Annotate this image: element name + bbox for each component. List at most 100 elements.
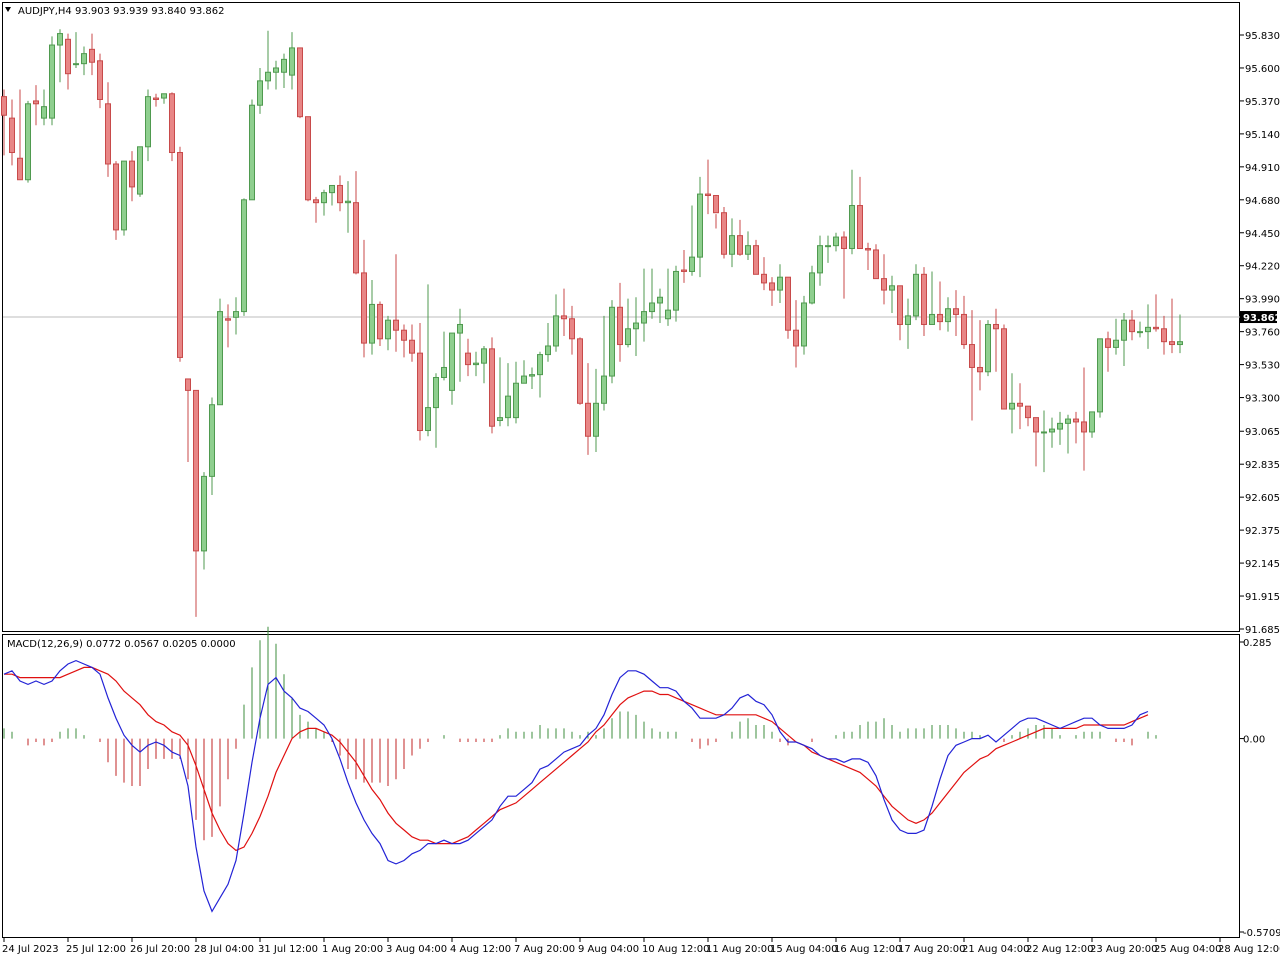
candle-body <box>833 236 839 247</box>
candle-body <box>593 402 599 437</box>
candle-body <box>81 53 87 65</box>
macd-tick-label: 0.00 <box>1243 735 1265 746</box>
price-tick-label: 93.065 <box>1245 427 1280 438</box>
candle-body <box>569 318 575 340</box>
candle-body <box>977 366 983 373</box>
candle-body <box>505 395 511 419</box>
candle-body <box>841 236 847 250</box>
candle-body <box>945 308 951 323</box>
candle-body <box>521 375 527 384</box>
time-tick-label: 17 Aug 20:00 <box>898 944 965 955</box>
candle-body <box>121 160 127 231</box>
macd-panel-frame <box>2 634 1240 938</box>
candle-body <box>1041 431 1047 434</box>
candle-body <box>1161 328 1167 343</box>
signal-line <box>4 666 1149 852</box>
candlestick-series <box>1 29 1183 617</box>
candle-body <box>489 348 495 427</box>
price-tick-label: 92.835 <box>1245 460 1280 471</box>
price-tick-label: 93.530 <box>1245 361 1280 372</box>
candle-body <box>441 366 447 378</box>
price-tick-label: 94.220 <box>1245 262 1280 273</box>
candle-body <box>793 329 799 347</box>
candle-body <box>105 103 111 165</box>
candle-body <box>881 278 887 291</box>
candle-body <box>769 282 775 291</box>
candle-body <box>929 313 935 325</box>
price-tick-label: 95.600 <box>1245 64 1280 75</box>
candle-body <box>745 245 751 255</box>
candle-body <box>481 348 487 364</box>
candle-body <box>1121 319 1127 341</box>
candle-body <box>697 193 703 258</box>
candle-body <box>785 276 791 331</box>
candle-body <box>1073 418 1079 423</box>
candle-body <box>1177 341 1183 346</box>
candle-body <box>33 100 39 105</box>
candle-body <box>1001 328 1007 410</box>
time-tick-label: 21 Aug 04:00 <box>962 944 1029 955</box>
candle-body <box>273 67 279 73</box>
candle-body <box>225 318 231 321</box>
price-tick-label: 95.370 <box>1245 97 1280 108</box>
candle-body <box>241 199 247 313</box>
price-tick-label: 94.910 <box>1245 163 1280 174</box>
candle-body <box>625 328 631 346</box>
candle-body <box>953 308 959 315</box>
candle-body <box>1153 326 1159 330</box>
price-tick-label: 93.300 <box>1245 394 1280 405</box>
symbol-header[interactable]: AUDJPY,H4 93.903 93.939 93.840 93.862 <box>5 6 224 17</box>
candle-body <box>9 117 15 154</box>
candle-body <box>609 306 615 377</box>
candle-body <box>673 270 679 311</box>
current-price-label: 93.862 <box>1243 313 1280 324</box>
current-price-tag <box>1240 311 1277 324</box>
candle-body <box>993 323 999 330</box>
candle-body <box>1137 331 1143 334</box>
candle-body <box>145 96 151 148</box>
candle-body <box>337 184 343 204</box>
time-tick-label: 7 Aug 20:00 <box>514 944 575 955</box>
candle-body <box>729 235 735 255</box>
candle-body <box>393 319 399 331</box>
dropdown-arrow-icon[interactable] <box>5 7 11 12</box>
candle-body <box>289 47 295 76</box>
macd-lines <box>3 659 1149 913</box>
candle-body <box>409 339 415 354</box>
candle-body <box>737 235 743 255</box>
candle-body <box>425 407 431 432</box>
candle-body <box>473 362 479 366</box>
candle-body <box>585 402 591 437</box>
candle-body <box>201 475 207 552</box>
candle-body <box>377 303 383 340</box>
candle-body <box>1 96 7 116</box>
price-tick-label: 93.990 <box>1245 295 1280 306</box>
candle-body <box>1129 319 1135 333</box>
candle-body <box>985 323 991 373</box>
candle-body <box>921 273 927 325</box>
candle-body <box>233 311 239 318</box>
time-tick-label: 16 Aug 12:00 <box>834 944 901 955</box>
macd-tick-label: -0.5709 <box>1243 928 1280 939</box>
candle-body <box>777 276 783 291</box>
candle-body <box>857 205 863 250</box>
candle-body <box>321 192 327 204</box>
candle-body <box>329 184 335 194</box>
candle-body <box>385 319 391 340</box>
time-tick-label: 31 Jul 12:00 <box>258 944 318 955</box>
candle-body <box>1009 402 1015 410</box>
candle-body <box>249 104 255 201</box>
candle-body <box>1049 428 1055 433</box>
candle-body <box>825 245 831 248</box>
candle-body <box>753 245 759 275</box>
time-tick-label: 15 Aug 04:00 <box>770 944 837 955</box>
candle-body <box>617 306 623 346</box>
candle-body <box>801 302 807 347</box>
time-tick-label: 28 Aug 12:00 <box>1218 944 1280 955</box>
price-tick-label: 95.830 <box>1245 31 1280 42</box>
candle-body <box>761 273 767 284</box>
time-tick-label: 25 Aug 04:00 <box>1154 944 1221 955</box>
candle-body <box>137 146 143 195</box>
time-tick-label: 11 Aug 20:00 <box>706 944 773 955</box>
candle-body <box>529 374 535 377</box>
